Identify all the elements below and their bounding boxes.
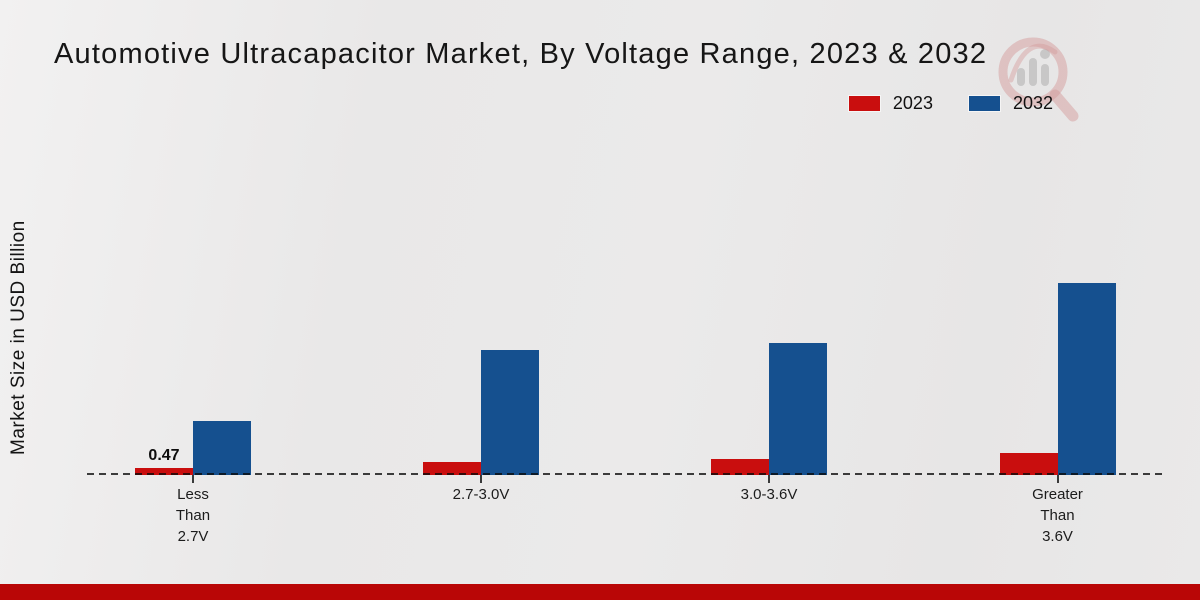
x-axis-tick bbox=[1056, 475, 1059, 483]
legend-swatch-2023 bbox=[848, 96, 880, 111]
x-axis-tick bbox=[480, 475, 482, 483]
bar-value-label: 0.47 bbox=[148, 447, 180, 465]
bar-2023-3.0-3.6v bbox=[711, 459, 769, 475]
x-axis-tick bbox=[192, 475, 194, 483]
legend-item-2023: 2023 bbox=[848, 93, 933, 114]
x-tick-label: 2.7-3.0V bbox=[452, 486, 510, 503]
bar-2032-greater-than-3.6v bbox=[1057, 283, 1116, 475]
bar-2032-less-than-2.7v bbox=[193, 420, 251, 475]
x-tick-label: Less Than 2.7V bbox=[175, 486, 211, 545]
magnifier-bar-chart-watermark-icon bbox=[998, 37, 1079, 122]
bar-2032-2.7-3.0v bbox=[481, 349, 539, 475]
bar-2032-3.0-3.6v bbox=[769, 343, 827, 475]
x-axis-tick bbox=[768, 475, 770, 483]
x-tick-label: 3.0-3.6V bbox=[740, 486, 798, 503]
x-axis-baseline bbox=[87, 473, 1164, 475]
bottom-accent-band bbox=[0, 584, 1200, 600]
legend: 2023 2032 bbox=[848, 93, 1053, 114]
bar-2023-greater-than-3.6v bbox=[999, 452, 1058, 475]
chart-title: Automotive Ultracapacitor Market, By Vol… bbox=[54, 38, 988, 70]
legend-swatch-2032 bbox=[968, 96, 1000, 111]
legend-label-2032: 2032 bbox=[1012, 93, 1053, 113]
bar-2023-2.7-3.0v bbox=[423, 462, 481, 475]
x-tick-label: Greater Than 3.6V bbox=[1032, 486, 1083, 545]
legend-item-2032: 2032 bbox=[968, 93, 1053, 114]
bar-2023-less-than-2.7v bbox=[135, 468, 193, 475]
legend-label-2023: 2023 bbox=[892, 93, 933, 113]
